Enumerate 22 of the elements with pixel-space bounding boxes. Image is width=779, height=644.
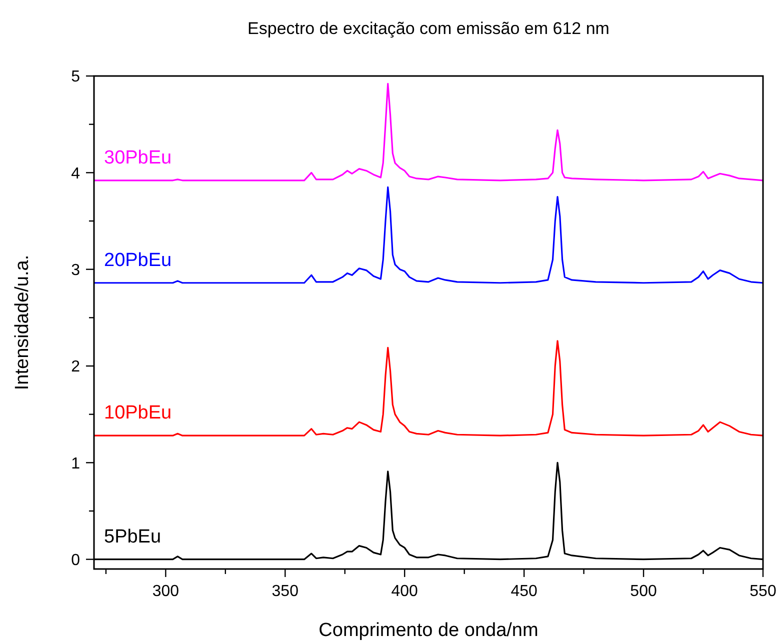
series-label: 10PbEu [104,402,172,424]
line-series [93,186,764,284]
y-tick-label: 1 [71,455,80,472]
y-axis-title: Intensidade/u.a. [12,254,33,390]
y-tick-label: 4 [71,165,80,182]
x-tick-label: 350 [272,583,299,600]
y-tick-label: 3 [71,262,80,279]
y-tick-label: 2 [71,358,80,376]
y-tick-label: 5 [71,68,80,86]
series-label: 30PbEu [104,147,172,168]
series-label: 20PbEu [104,250,172,271]
line-series [93,82,764,182]
x-tick-label: 300 [152,583,180,600]
line-series [93,340,764,436]
x-axis-title: Comprimento de onda/nm [318,620,538,641]
y-tick-label: 0 [71,552,80,569]
x-tick-label: 550 [750,583,776,600]
x-tick-label: 400 [391,583,418,600]
chart-title: Espectro de excitação com emissão em 612 nm [248,19,610,38]
series-label: 5PbEu [104,526,162,548]
x-tick-label: 450 [510,583,538,600]
x-tick-label: 500 [630,583,657,600]
